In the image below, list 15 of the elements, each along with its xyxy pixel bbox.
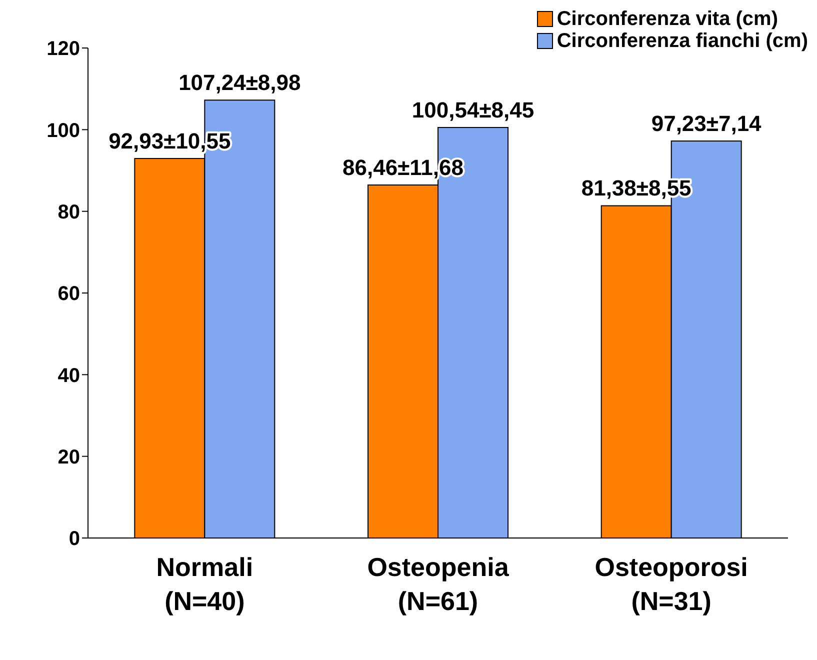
x-tick-label: Osteopenia (N=61) [367,552,510,616]
x-tick-label: Normali (N=40) [156,552,254,616]
y-tick-label: 40 [58,364,80,387]
x-tick-label: Osteoporosi (N=31) [594,552,748,616]
legend-label: Circonferenza fianchi (cm) [556,30,808,52]
data-label: 100,54±8,45 [412,97,534,122]
data-label: 107,24±8,98 [178,70,301,96]
y-tick-label: 0 [68,528,80,550]
y-tick-label: 60 [58,283,80,306]
y-tick-label: 80 [58,201,80,224]
legend-label: Circonferenza vita (cm) [556,8,778,30]
y-tick-label: 120 [46,38,80,60]
y-tick-label: 100 [46,120,80,142]
y-tick-label: 20 [58,446,80,468]
data-label: 97,23±7,14 [651,110,762,136]
